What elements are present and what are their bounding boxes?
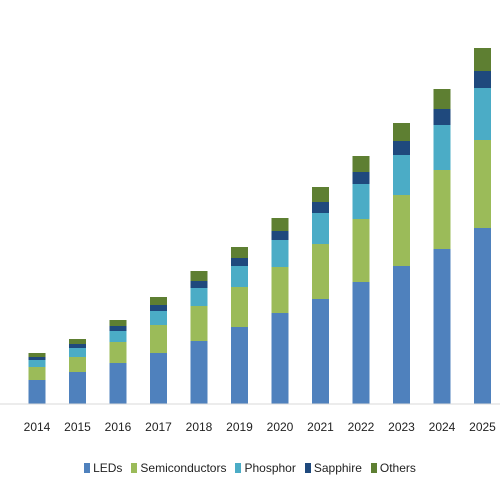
bar-segment-phosphor-2015 — [69, 348, 86, 357]
x-tick-label: 2024 — [429, 420, 456, 434]
x-tick-label: 2016 — [105, 420, 132, 434]
x-tick-label: 2019 — [226, 420, 253, 434]
bar-segment-leds-2014 — [28, 380, 46, 404]
bar-segment-leds-2017 — [150, 353, 167, 404]
legend-item-leds: LEDs — [84, 461, 122, 475]
bar-segment-others-2022 — [352, 156, 370, 172]
legend-label: LEDs — [93, 461, 123, 475]
bar-segment-phosphor-2020 — [271, 240, 289, 267]
legend-label: Phosphor — [244, 461, 296, 475]
bar-segment-leds-2018 — [190, 341, 208, 404]
bar-segment-others-2016 — [109, 320, 127, 326]
bar-segment-sapphire-2020 — [271, 231, 289, 240]
legend-item-semiconductors: Semiconductors — [131, 461, 226, 475]
bar-segment-semiconductors-2023 — [393, 195, 410, 266]
legend-label: Others — [379, 461, 416, 475]
legend-swatch — [370, 463, 377, 473]
bar-segment-semiconductors-2021 — [312, 244, 329, 299]
bar-segment-leds-2016 — [109, 363, 127, 404]
bar-segment-leds-2022 — [352, 282, 370, 404]
bar-segment-sapphire-2023 — [393, 141, 410, 155]
legend-swatch — [235, 463, 242, 473]
legend-label: Sapphire — [313, 461, 362, 475]
legend-item-sapphire: Sapphire — [304, 461, 362, 475]
bar-segment-phosphor-2019 — [231, 266, 248, 287]
bar-segment-semiconductors-2024 — [433, 170, 451, 249]
bar-segment-others-2020 — [271, 218, 289, 231]
bar-segment-semiconductors-2017 — [150, 325, 167, 353]
bar-segment-others-2024 — [433, 89, 451, 109]
x-tick-label: 2021 — [307, 420, 334, 434]
bar-segment-leds-2020 — [271, 313, 289, 404]
bar-segment-phosphor-2016 — [109, 331, 127, 342]
bar-segment-sapphire-2019 — [231, 258, 248, 266]
stacked-bar-chart: 2014 2015 2016 2017 2018 2019 2020 2021 2022 2023… — [0, 48, 500, 434]
bar-segment-sapphire-2017 — [150, 305, 167, 311]
x-tick-label: 2015 — [64, 420, 91, 434]
bar-segment-phosphor-2024 — [433, 125, 451, 170]
bar-segment-sapphire-2015 — [69, 344, 86, 348]
x-tick-label: 2017 — [145, 420, 172, 434]
bar-segment-sapphire-2021 — [312, 202, 329, 213]
bar-segment-others-2019 — [231, 247, 248, 258]
bar-segment-semiconductors-2020 — [271, 267, 289, 313]
legend-swatch — [84, 463, 91, 473]
bar-segment-phosphor-2023 — [393, 155, 410, 195]
x-tick-label: 2014 — [24, 420, 51, 434]
bar-segment-others-2025 — [474, 48, 491, 71]
bar-segment-leds-2019 — [231, 327, 248, 404]
bar-segment-phosphor-2025 — [474, 88, 491, 140]
bar-segment-sapphire-2024 — [433, 109, 451, 125]
bar-segment-semiconductors-2019 — [231, 287, 248, 327]
bar-segment-leds-2025 — [474, 228, 491, 404]
x-tick-label: 2018 — [186, 420, 213, 434]
bar-segment-sapphire-2025 — [474, 71, 491, 88]
legend-item-phosphor: Phosphor — [235, 461, 296, 475]
bar-segment-sapphire-2018 — [190, 281, 208, 288]
bar-segment-others-2015 — [69, 339, 86, 344]
x-tick-labels: 2014 2015 2016 2017 2018 2019 2020 2021 2022 2023… — [24, 420, 497, 434]
bar-segment-semiconductors-2015 — [69, 357, 86, 372]
bar-segment-others-2017 — [150, 297, 167, 305]
x-tick-label: 2022 — [348, 420, 375, 434]
bar-segment-leds-2021 — [312, 299, 329, 404]
bar-segment-others-2018 — [190, 271, 208, 281]
bar-segment-leds-2015 — [69, 372, 86, 404]
bars-group — [28, 48, 491, 404]
bar-segment-phosphor-2018 — [190, 288, 208, 306]
bar-segment-sapphire-2022 — [352, 172, 370, 184]
legend-label: Semiconductors — [140, 461, 227, 475]
bar-segment-phosphor-2022 — [352, 184, 370, 219]
bar-segment-others-2021 — [312, 187, 329, 202]
legend-swatch — [131, 463, 138, 473]
bar-segment-sapphire-2016 — [109, 326, 127, 331]
bar-segment-leds-2023 — [393, 266, 410, 404]
bar-segment-others-2023 — [393, 123, 410, 141]
legend: LEDs Semiconductors Phosphor Sapphire Others — [0, 456, 500, 480]
bar-segment-semiconductors-2016 — [109, 342, 127, 363]
bar-segment-phosphor-2017 — [150, 311, 167, 325]
bar-segment-semiconductors-2014 — [28, 367, 46, 380]
legend-swatch — [304, 463, 311, 473]
x-tick-label: 2020 — [267, 420, 294, 434]
bar-segment-others-2014 — [28, 353, 46, 357]
bar-segment-semiconductors-2025 — [474, 140, 491, 228]
legend-item-others: Others — [370, 461, 416, 475]
bar-segment-phosphor-2021 — [312, 213, 329, 244]
bar-segment-sapphire-2014 — [28, 357, 46, 360]
x-tick-label: 2023 — [388, 420, 415, 434]
bar-segment-leds-2024 — [433, 249, 451, 404]
bar-segment-phosphor-2014 — [28, 360, 46, 367]
bar-segment-semiconductors-2022 — [352, 219, 370, 282]
bar-segment-semiconductors-2018 — [190, 306, 208, 341]
x-tick-label: 2025 — [469, 420, 496, 434]
